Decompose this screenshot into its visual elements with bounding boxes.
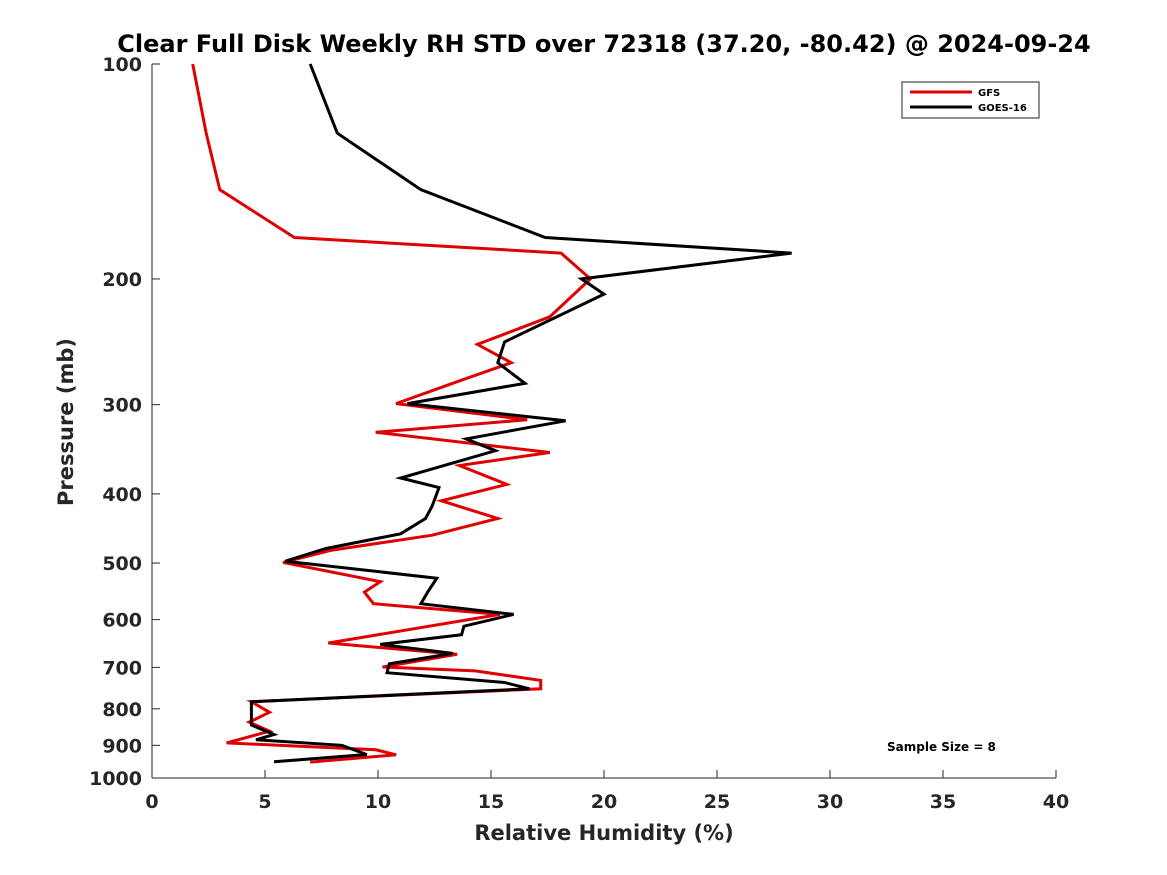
chart-title: Clear Full Disk Weekly RH STD over 72318… (117, 30, 1090, 58)
axes: 0 5 10 15 20 25 30 35 40 100 200 300 400 500 600 700 800… (89, 54, 1069, 813)
x-tick-label: 40 (1043, 791, 1069, 813)
x-tick-label: 35 (930, 791, 956, 813)
series-line-gfs (191, 63, 593, 764)
series-layer (191, 63, 792, 764)
x-axis-label: Relative Humidity (%) (474, 821, 733, 845)
y-tick-label: 800 (102, 699, 142, 721)
x-tick-label: 5 (258, 791, 271, 813)
x-tick-label: 0 (145, 791, 158, 813)
legend: GFS GOES-16 (901, 81, 1040, 119)
y-axis-label: Pressure (mb) (54, 338, 78, 506)
x-tick-label: 10 (365, 791, 391, 813)
y-tick-label: 300 (102, 395, 142, 417)
y-tick-label: 400 (102, 484, 142, 506)
y-tick-label: 900 (102, 735, 142, 757)
x-tick-label: 15 (478, 791, 504, 813)
x-tick-label: 25 (704, 791, 730, 813)
legend-box (901, 81, 1040, 119)
x-tick-label: 30 (817, 791, 843, 813)
y-tick-label: 100 (102, 54, 142, 76)
x-tick-label: 20 (591, 791, 617, 813)
legend-label: GOES-16 (978, 103, 1027, 114)
series-line-goes-16 (249, 63, 792, 764)
legend-label: GFS (978, 88, 1000, 99)
y-tick-label: 200 (102, 269, 142, 291)
y-tick-label: 500 (102, 553, 142, 575)
sample-size-annotation: Sample Size = 8 (887, 740, 996, 754)
y-tick-label: 1000 (89, 768, 142, 790)
y-tick-label: 600 (102, 610, 142, 632)
y-tick-label: 700 (102, 657, 142, 679)
